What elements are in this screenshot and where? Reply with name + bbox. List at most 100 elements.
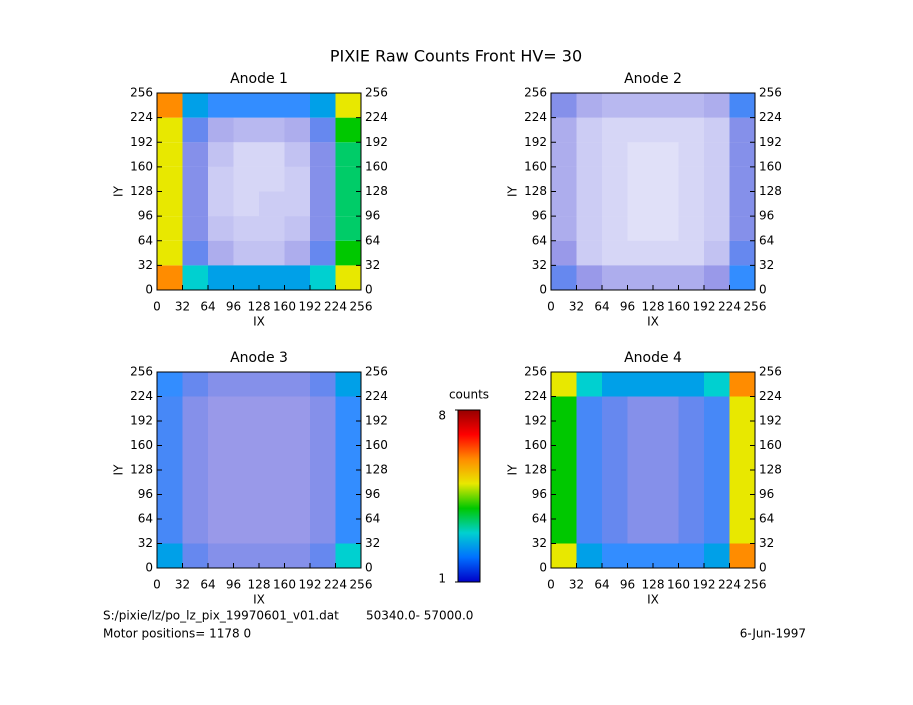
x-axis-label: IX bbox=[253, 315, 265, 329]
heat-cell bbox=[653, 421, 679, 446]
heat-cell bbox=[310, 117, 336, 143]
heat-cell bbox=[259, 421, 285, 446]
heat-cell bbox=[602, 191, 628, 217]
y-tick-label: 192 bbox=[524, 135, 547, 149]
heat-cell bbox=[310, 240, 336, 266]
y-axis-label: IY bbox=[506, 464, 520, 476]
heat-cell bbox=[678, 117, 704, 143]
heat-cell bbox=[259, 142, 285, 167]
heat-cell bbox=[704, 265, 730, 290]
y-tick-label: 256 bbox=[130, 365, 153, 379]
heat-cell bbox=[576, 117, 602, 143]
heat-cell bbox=[335, 93, 361, 118]
heat-cell bbox=[182, 191, 208, 217]
heat-cell bbox=[551, 543, 577, 568]
x-tick-label: 64 bbox=[594, 578, 609, 592]
heat-cell bbox=[576, 191, 602, 217]
y-tick-label-right: 256 bbox=[759, 365, 782, 379]
heat-cell bbox=[335, 445, 361, 470]
heat-cell bbox=[551, 372, 577, 397]
heat-cell bbox=[233, 166, 259, 192]
heat-cell bbox=[704, 470, 730, 495]
heat-cell bbox=[678, 519, 704, 544]
x-tick-label: 160 bbox=[667, 578, 690, 592]
heat-cell bbox=[729, 265, 755, 290]
y-tick-label-right: 0 bbox=[365, 561, 373, 575]
heat-cell bbox=[208, 93, 234, 118]
x-axis-label: IX bbox=[647, 315, 659, 329]
heat-cell bbox=[284, 240, 310, 266]
x-tick-label: 160 bbox=[273, 578, 296, 592]
y-tick-label: 192 bbox=[524, 414, 547, 428]
y-tick-label-right: 192 bbox=[759, 135, 782, 149]
heat-cell bbox=[704, 519, 730, 544]
heat-cell bbox=[284, 93, 310, 118]
heat-cell bbox=[627, 191, 653, 217]
heat-cell bbox=[157, 519, 183, 544]
heat-cell bbox=[233, 396, 259, 421]
heat-cell bbox=[678, 93, 704, 118]
y-tick-label: 256 bbox=[524, 86, 547, 100]
y-tick-label: 0 bbox=[539, 561, 547, 575]
x-tick-label: 0 bbox=[153, 300, 161, 314]
heat-cell bbox=[627, 445, 653, 470]
heat-cell bbox=[729, 421, 755, 446]
heat-cell bbox=[576, 543, 602, 568]
heat-cell bbox=[653, 216, 679, 241]
heat-cell bbox=[704, 445, 730, 470]
heat-cell bbox=[335, 191, 361, 217]
x-tick-label: 96 bbox=[620, 300, 635, 314]
heat-cell bbox=[284, 470, 310, 495]
heat-cell bbox=[678, 470, 704, 495]
y-tick-label: 256 bbox=[524, 365, 547, 379]
heat-cell bbox=[678, 142, 704, 167]
y-axis-label: IY bbox=[112, 464, 126, 476]
heat-cell bbox=[335, 166, 361, 192]
heat-cell bbox=[602, 216, 628, 241]
heat-cell bbox=[208, 519, 234, 544]
heat-cell bbox=[335, 142, 361, 167]
y-tick-label-right: 192 bbox=[365, 135, 388, 149]
heat-cell bbox=[335, 519, 361, 544]
heat-cell bbox=[551, 166, 577, 192]
y-tick-label: 160 bbox=[524, 159, 547, 173]
heat-cell bbox=[259, 191, 285, 217]
y-tick-label-right: 192 bbox=[365, 414, 388, 428]
heat-cell bbox=[284, 445, 310, 470]
heat-cell bbox=[653, 142, 679, 167]
heat-cell bbox=[602, 445, 628, 470]
y-tick-label-right: 256 bbox=[759, 86, 782, 100]
y-tick-label: 192 bbox=[130, 414, 153, 428]
heat-cell bbox=[310, 396, 336, 421]
y-tick-label: 0 bbox=[539, 283, 547, 297]
panel-title: Anode 4 bbox=[624, 350, 682, 366]
y-tick-label-right: 224 bbox=[365, 110, 388, 124]
heat-cell bbox=[182, 396, 208, 421]
heat-cell bbox=[284, 519, 310, 544]
heat-cell bbox=[259, 372, 285, 397]
heat-cell bbox=[233, 470, 259, 495]
heat-cell bbox=[310, 191, 336, 217]
heat-cell bbox=[551, 396, 577, 421]
y-tick-label-right: 128 bbox=[365, 463, 388, 477]
heat-cell bbox=[284, 191, 310, 217]
y-tick-label-right: 224 bbox=[365, 389, 388, 403]
x-tick-label: 192 bbox=[299, 300, 322, 314]
heat-cell bbox=[602, 117, 628, 143]
heat-cell bbox=[678, 494, 704, 519]
y-tick-label: 160 bbox=[524, 438, 547, 452]
y-tick-label: 224 bbox=[524, 110, 547, 124]
heat-cell bbox=[602, 142, 628, 167]
heat-cell bbox=[704, 240, 730, 266]
y-tick-label: 32 bbox=[138, 536, 153, 550]
heat-cell bbox=[208, 191, 234, 217]
heat-cell bbox=[182, 117, 208, 143]
y-tick-label: 192 bbox=[130, 135, 153, 149]
heat-cell bbox=[653, 372, 679, 397]
heat-cell bbox=[284, 117, 310, 143]
y-tick-label-right: 32 bbox=[365, 536, 380, 550]
heat-cell bbox=[653, 240, 679, 266]
heat-cell bbox=[627, 265, 653, 290]
y-tick-label-right: 64 bbox=[365, 512, 380, 526]
